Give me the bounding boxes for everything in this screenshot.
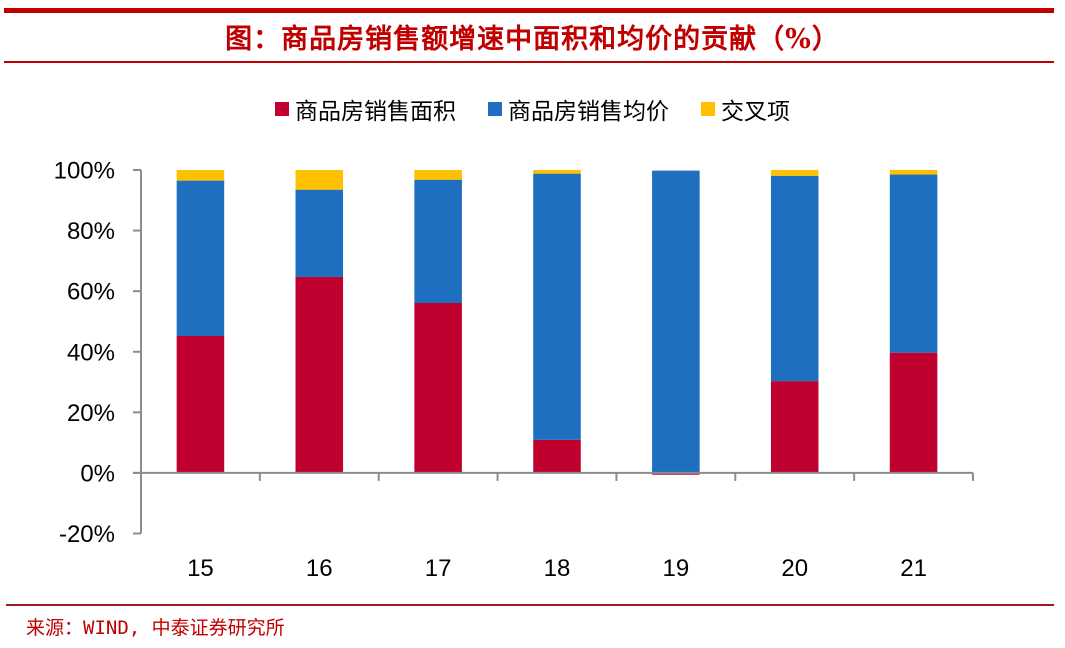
- legend-swatch-area: [275, 102, 289, 116]
- bar-segment-price-18: [533, 173, 581, 440]
- bar-segment-cross-18: [533, 170, 581, 174]
- legend-item-cross: 交叉项: [701, 92, 790, 126]
- legend-item-area: 商品房销售面积: [275, 92, 456, 126]
- bar-segment-cross-16: [295, 170, 344, 190]
- legend-swatch-price: [488, 102, 502, 116]
- bar-segment-price-19: [652, 170, 700, 473]
- x-tick-label: 15: [187, 555, 214, 582]
- y-tick-label: 40%: [67, 339, 115, 366]
- bar-segment-area-17: [414, 302, 462, 473]
- bar-segment-cross-17: [414, 170, 462, 180]
- bar-segment-area-18: [533, 439, 581, 473]
- bar-segment-price-20: [770, 175, 819, 382]
- x-tick-label: 19: [663, 555, 690, 582]
- bar-segment-area-16: [295, 276, 344, 473]
- bar-segment-cross-21: [889, 170, 938, 175]
- bar-segment-price-21: [889, 174, 938, 353]
- legend-label-cross: 交叉项: [721, 99, 790, 125]
- y-tick-label: 100%: [54, 158, 115, 185]
- legend: 商品房销售面积 商品房销售均价 交叉项: [0, 92, 1065, 126]
- x-tick-label: 20: [781, 555, 808, 582]
- x-tick-label: 21: [900, 555, 927, 582]
- bar-segment-area-20: [770, 381, 819, 473]
- x-tick-labels: 15 16 17 18 19 20 21: [187, 555, 927, 582]
- bar-segment-area-21: [889, 352, 938, 473]
- bar-segment-price-17: [414, 179, 462, 303]
- footer-rule: [6, 604, 1054, 606]
- bar-segment-price-16: [295, 189, 344, 277]
- y-tick-label: 0%: [80, 460, 115, 487]
- axes-group: [133, 169, 974, 535]
- bar-segment-area-15: [176, 336, 225, 473]
- y-tick-labels: 100% 80% 60% 40% 20% 0% -20%: [54, 158, 115, 549]
- bar-segment-cross-20: [770, 170, 819, 176]
- bars-group: [176, 170, 938, 475]
- legend-label-price: 商品房销售均价: [508, 99, 669, 125]
- y-tick-label: -20%: [59, 521, 115, 548]
- bar-segment-price-15: [176, 180, 225, 336]
- y-tick-label: 20%: [67, 400, 115, 427]
- title-rule: [4, 61, 1054, 63]
- legend-item-price: 商品房销售均价: [488, 92, 669, 126]
- chart-title: 图：商品房销售额增速中面积和均价的贡献（%）: [225, 24, 840, 55]
- bar-segment-cross-15: [176, 170, 225, 181]
- source-note: 来源：WIND, 中泰证券研究所: [26, 617, 285, 639]
- legend-label-area: 商品房销售面积: [295, 99, 456, 125]
- legend-swatch-cross: [701, 102, 715, 116]
- x-tick-label: 18: [544, 555, 571, 582]
- y-tick-label: 80%: [67, 218, 115, 245]
- x-tick-label: 17: [425, 555, 452, 582]
- x-tick-label: 16: [306, 555, 333, 582]
- top-rule: [4, 8, 1054, 13]
- y-tick-label: 60%: [67, 279, 115, 306]
